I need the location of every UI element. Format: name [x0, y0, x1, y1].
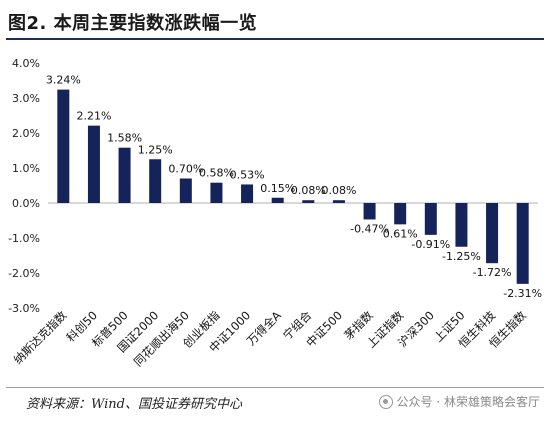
data-label: 3.24% — [46, 74, 81, 87]
bar — [57, 89, 70, 203]
bar — [271, 197, 284, 203]
data-label: -0.91% — [411, 238, 450, 251]
bar — [394, 203, 407, 225]
wechat-icon — [378, 394, 393, 409]
chart-title: 图2. 本周主要指数涨跌幅一览 — [8, 13, 258, 34]
data-label: 0.61% — [383, 227, 418, 240]
source-note: 资料来源：Wind、国投证券研究中心 — [26, 397, 242, 412]
data-label: 2.21% — [76, 110, 111, 123]
category-label: 纳斯达克指数 — [11, 308, 70, 367]
data-label: -1.25% — [442, 250, 481, 263]
data-label: -1.72% — [473, 266, 512, 279]
bar — [241, 184, 254, 203]
data-label: 0.53% — [230, 168, 265, 181]
bar — [332, 200, 345, 203]
y-tick-label: 2.0% — [12, 127, 40, 140]
data-label: 0.08% — [321, 184, 356, 197]
bar — [87, 125, 100, 203]
y-tick-label: -1.0% — [8, 232, 40, 245]
data-label: -0.47% — [350, 222, 389, 235]
y-tick-label: -2.0% — [8, 267, 40, 280]
bar — [302, 200, 315, 203]
y-tick-label: 0.0% — [12, 197, 40, 210]
data-label: 0.15% — [260, 182, 295, 195]
data-label: 1.58% — [107, 132, 142, 145]
data-label: 0.58% — [199, 167, 234, 180]
bar — [486, 203, 499, 264]
bar — [455, 203, 468, 247]
bar — [149, 159, 162, 203]
data-label: 0.70% — [168, 163, 203, 176]
watermark-text: 公众号 · 林荣雄策略会客厅 — [396, 395, 540, 409]
data-label: -2.31% — [503, 287, 542, 300]
data-label: 0.08% — [291, 184, 326, 197]
bar — [516, 203, 529, 284]
title-divider — [6, 38, 544, 40]
y-tick-label: 1.0% — [12, 162, 40, 175]
bar — [363, 203, 376, 220]
bar — [118, 147, 131, 203]
data-label: 1.25% — [138, 143, 173, 156]
category-label: 万得全A — [244, 308, 284, 348]
y-tick-label: 3.0% — [12, 92, 40, 105]
bar — [179, 178, 192, 203]
y-tick-label: -3.0% — [8, 302, 40, 315]
y-tick-label: 4.0% — [12, 57, 40, 70]
bar — [210, 182, 223, 203]
footer-divider — [6, 387, 544, 388]
watermark: 公众号 · 林荣雄策略会客厅 — [378, 393, 540, 410]
bar — [424, 203, 437, 235]
